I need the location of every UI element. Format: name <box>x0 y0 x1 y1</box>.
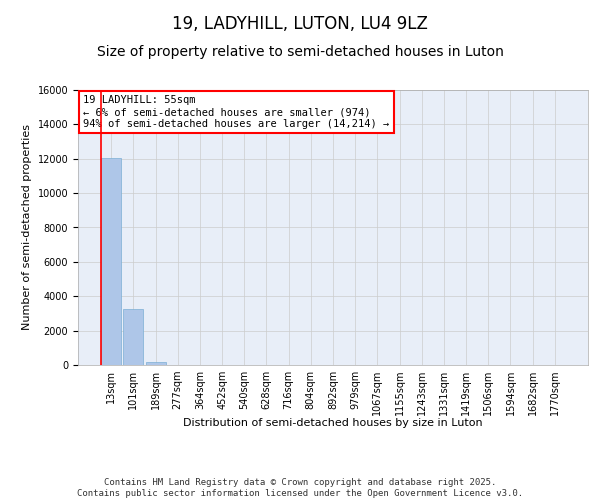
Text: 19, LADYHILL, LUTON, LU4 9LZ: 19, LADYHILL, LUTON, LU4 9LZ <box>172 15 428 33</box>
X-axis label: Distribution of semi-detached houses by size in Luton: Distribution of semi-detached houses by … <box>183 418 483 428</box>
Text: Size of property relative to semi-detached houses in Luton: Size of property relative to semi-detach… <box>97 45 503 59</box>
Text: 19 LADYHILL: 55sqm
← 6% of semi-detached houses are smaller (974)
94% of semi-de: 19 LADYHILL: 55sqm ← 6% of semi-detached… <box>83 96 389 128</box>
Bar <box>146 362 166 365</box>
Bar <box>101 158 121 365</box>
Y-axis label: Number of semi-detached properties: Number of semi-detached properties <box>22 124 32 330</box>
Text: Contains HM Land Registry data © Crown copyright and database right 2025.
Contai: Contains HM Land Registry data © Crown c… <box>77 478 523 498</box>
Bar <box>124 309 143 365</box>
